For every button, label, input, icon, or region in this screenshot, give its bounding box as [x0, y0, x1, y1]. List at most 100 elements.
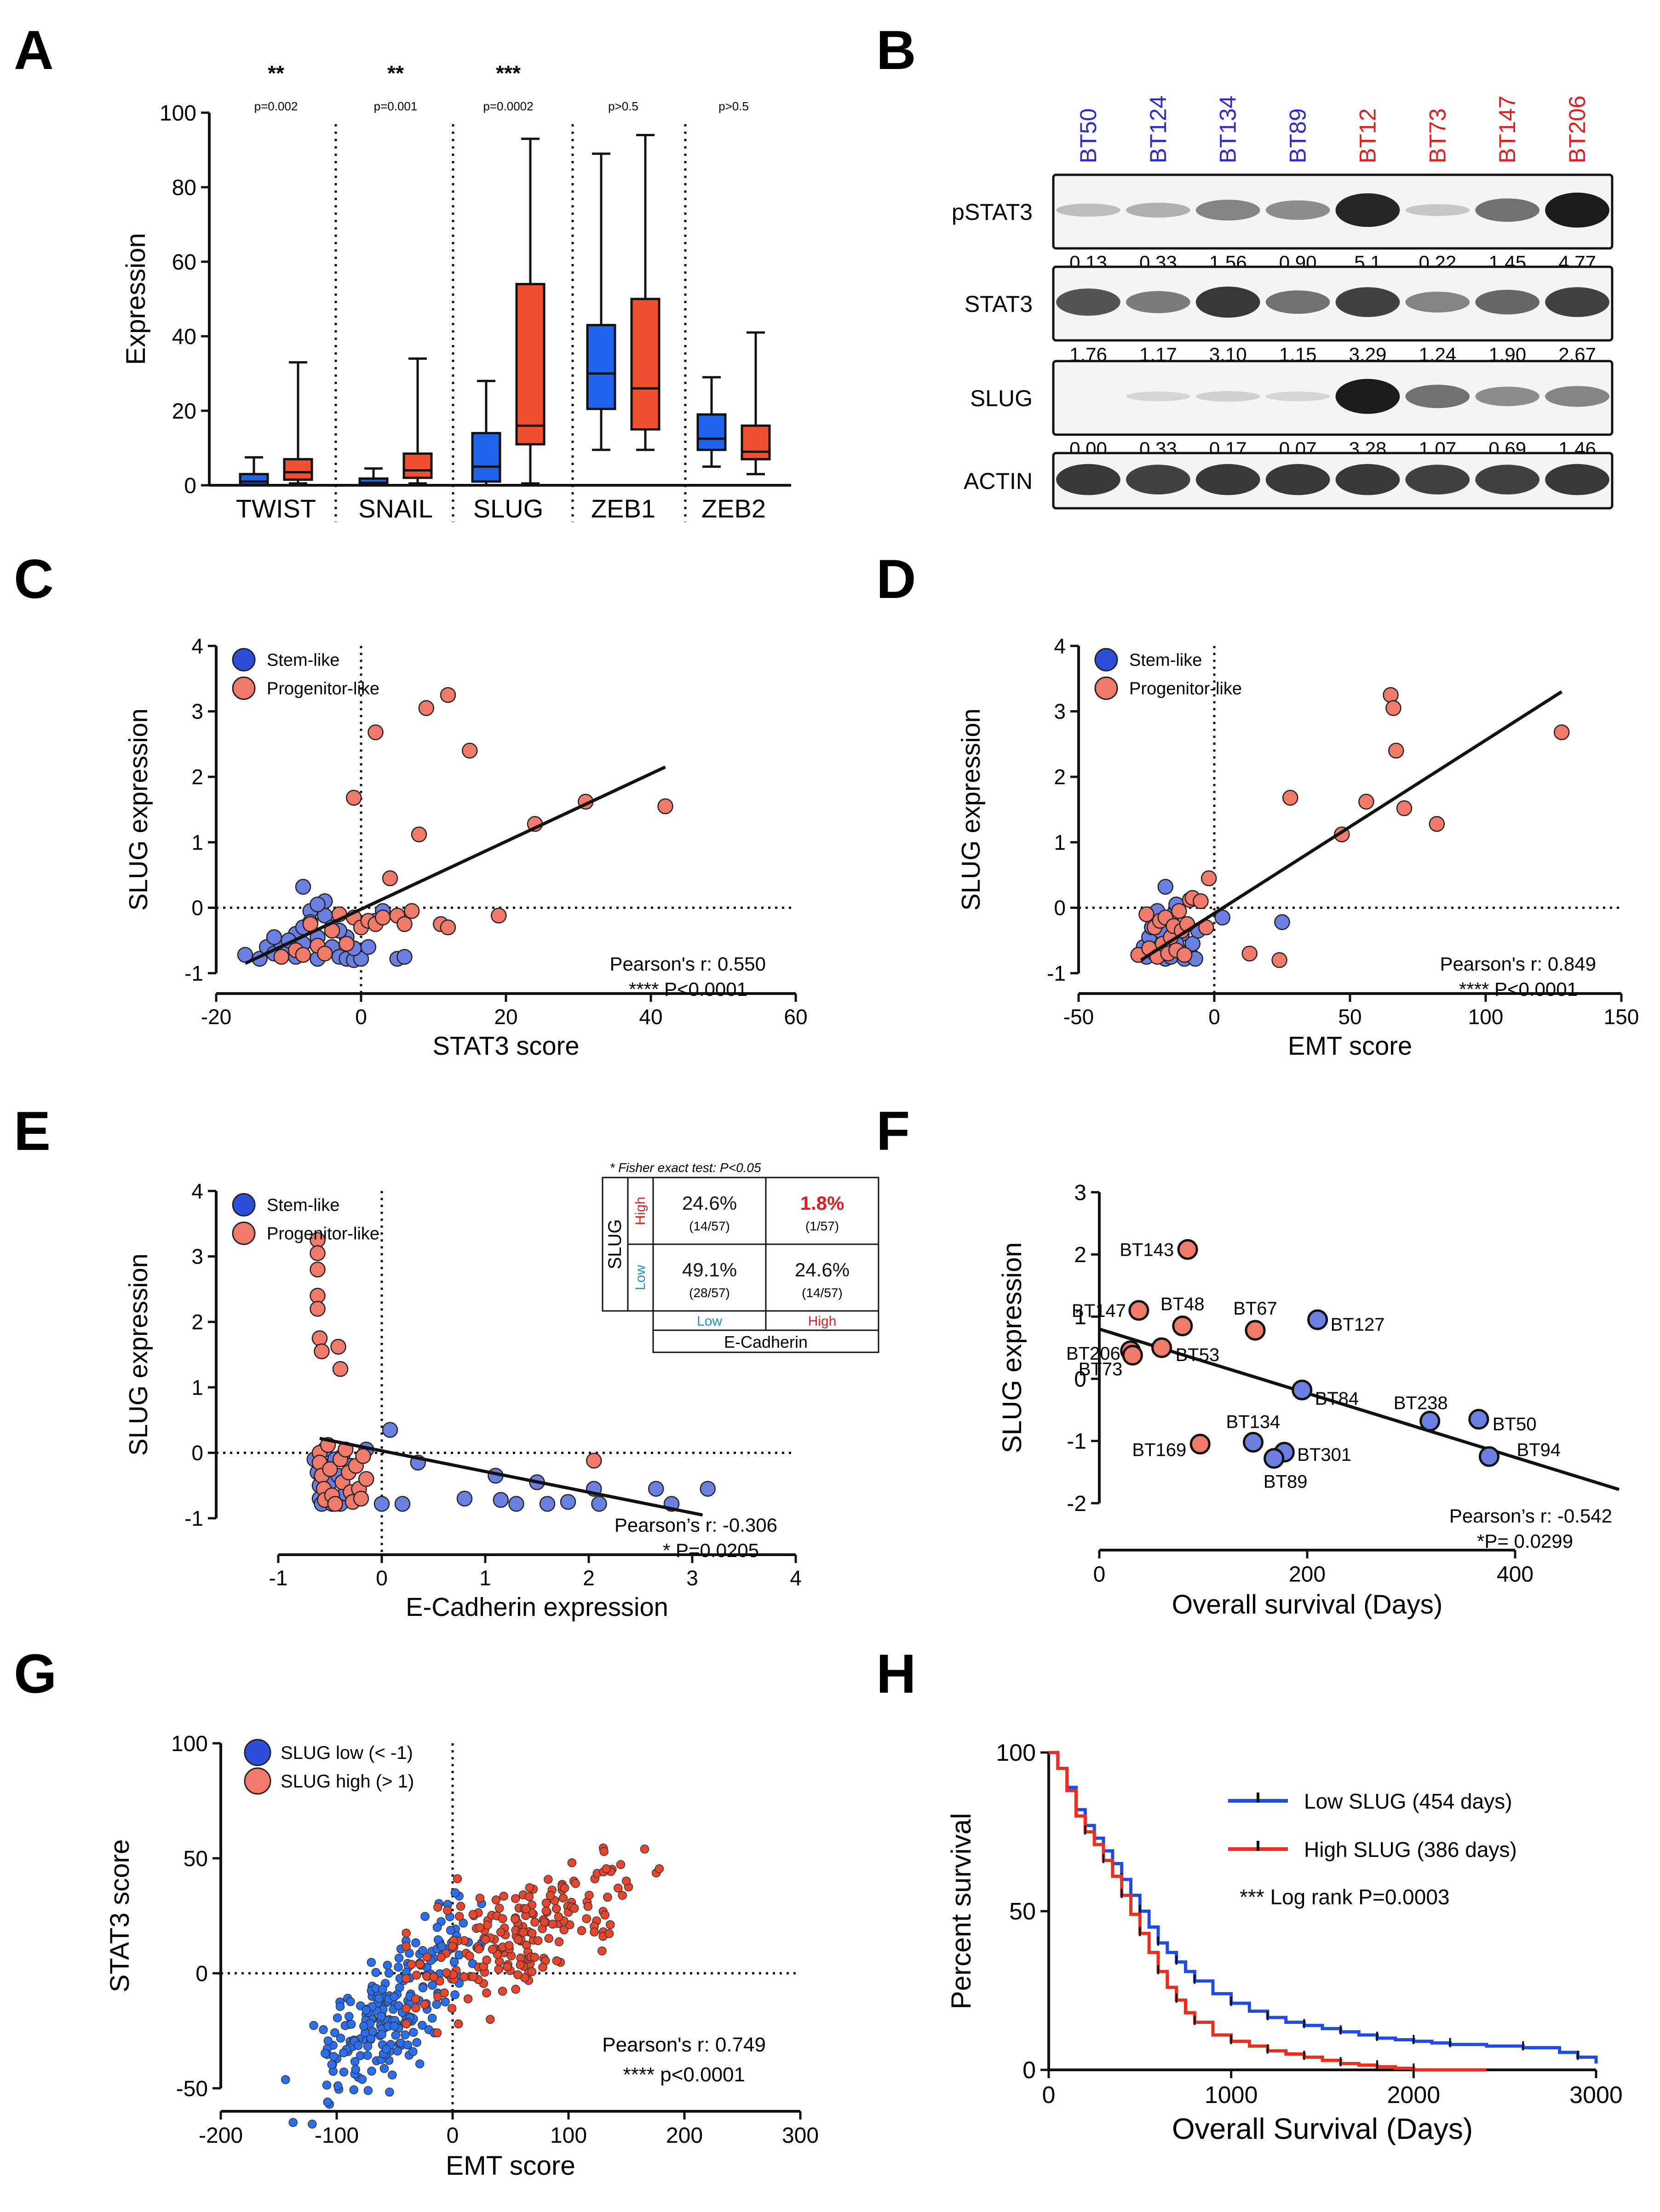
y-axis-label: Expression	[121, 233, 151, 365]
slug-low-point	[418, 1946, 427, 1955]
slug-low-point	[321, 2049, 330, 2058]
slug-high-point	[481, 1935, 490, 1944]
slug-low-point	[367, 2067, 376, 2076]
y-tick-label: 50	[1009, 1898, 1036, 1925]
slug-high-point	[527, 1929, 537, 1938]
y-tick-label: 0	[1074, 1367, 1086, 1391]
slug-high-point	[443, 1906, 452, 1915]
stem-like-point	[508, 1496, 524, 1512]
x-tick-label: -1	[269, 1566, 288, 1590]
panel-label-b: B	[876, 19, 916, 81]
progenitor-like-point	[311, 1330, 328, 1346]
stem-like-point	[373, 1496, 390, 1512]
sample-point	[1264, 1448, 1285, 1469]
blot-band	[1195, 200, 1260, 221]
slug-high-point	[402, 2019, 411, 2028]
slug-high-point	[475, 1923, 484, 1932]
blot-band	[1126, 291, 1190, 313]
blot-band	[1405, 465, 1470, 494]
progenitor-like-point	[310, 1301, 326, 1317]
slug-low-point	[368, 2027, 378, 2036]
slug-high-point	[494, 1965, 504, 1974]
slug-high-point	[433, 1902, 442, 1912]
slug-low-point	[384, 1968, 394, 1978]
slug-low-point	[393, 2046, 402, 2056]
slug-low-point	[378, 1984, 387, 1994]
significance-stars: **	[387, 61, 404, 85]
slug-low-point	[403, 2040, 413, 2050]
slug-high-point	[407, 1960, 416, 1969]
y-tick-label: 0	[1022, 2057, 1036, 2084]
panel-c-scatter: -1 0 1 2 3 4 -20 0 20 40 60 STAT3 score SLUG express…	[124, 634, 808, 1060]
slug-low-point	[329, 2052, 339, 2061]
group-label: ZEB2	[701, 494, 766, 523]
y-tick-label: -1	[184, 1506, 203, 1530]
sample-point	[1128, 1300, 1149, 1321]
fisher-row-low: Low	[633, 1265, 648, 1290]
y-tick-label: -1	[1067, 1430, 1086, 1454]
slug-low-point	[363, 2051, 372, 2060]
progenitor-like-point	[418, 700, 434, 716]
progenitor-like-point	[358, 1471, 374, 1487]
x-tick-label: 2	[583, 1566, 595, 1590]
stem-like-point	[396, 948, 413, 965]
fisher-col-title-box	[652, 1329, 879, 1353]
slug-high-point	[540, 1917, 549, 1927]
x-tick-label: 3	[686, 1566, 698, 1590]
sample-point	[1242, 1431, 1264, 1453]
slug-low-point	[390, 2022, 399, 2031]
stem-like-point	[360, 939, 376, 955]
sample-label: BT301	[1297, 1445, 1351, 1465]
slug-high-point	[437, 1953, 446, 1962]
slug-high-point	[516, 1960, 525, 1970]
significance-stars: ***	[496, 61, 521, 85]
slug-low-point	[288, 2118, 298, 2127]
legend-marker	[244, 1767, 271, 1795]
legend-label: Stem-like	[267, 651, 339, 670]
sample-label: BT94	[1517, 1440, 1561, 1460]
legend-label: Progenitor-like	[267, 679, 379, 699]
blot-band	[1056, 464, 1120, 495]
y-axis-label: SLUG expression	[997, 1242, 1027, 1454]
slug-high-point	[503, 1962, 512, 1971]
slug-high-point	[530, 1918, 540, 1927]
log-rank-p: *** Log rank P=0.0003	[1240, 1885, 1450, 1909]
y-tick-label: 100	[171, 1732, 208, 1756]
legend-label: Progenitor-like	[1129, 679, 1242, 699]
progenitor-like-point	[322, 1461, 338, 1477]
slug-high-point	[456, 1902, 465, 1911]
slug-high-point	[460, 1972, 469, 1982]
slug-high-point	[614, 1884, 623, 1893]
progenitor-like-point	[491, 908, 507, 924]
y-tick-label: 3	[191, 1245, 203, 1269]
x-tick-label: -20	[201, 1005, 231, 1028]
x-axis-label: EMT score	[446, 2151, 575, 2181]
lane-label: BT124	[1145, 96, 1171, 163]
slug-low-point	[330, 2028, 339, 2037]
x-tick-label: 0	[1093, 1562, 1106, 1586]
y-tick-label: 0	[1054, 896, 1066, 920]
p-value: **** P<0.0001	[1459, 978, 1578, 1000]
progenitor-like-point	[310, 1287, 326, 1304]
panel-label-d: D	[876, 548, 916, 610]
slug-low-point	[336, 2034, 345, 2043]
y-tick-label: 2	[1074, 1243, 1086, 1267]
x-tick-label: 20	[494, 1005, 517, 1028]
sample-point	[1292, 1379, 1313, 1401]
legend-marker	[232, 676, 256, 700]
box-progenitor-like	[630, 298, 661, 431]
slug-high-point	[402, 2004, 411, 2013]
panel-g-scatter: -50 0 50 100 -200 -100 0 100 200 300 EMT score STAT…	[105, 1732, 819, 2181]
x-axis-label: Overall survival (Days)	[1172, 1590, 1443, 1620]
slug-low-point	[308, 2120, 317, 2129]
slug-low-point	[449, 1957, 459, 1967]
y-tick-label: 0	[191, 896, 203, 920]
panel-a-boxplot: 0 20 40 60 80 100 Expression TWIST ** p=0.002 SNAI…	[121, 61, 791, 523]
slug-high-point	[590, 1927, 599, 1937]
progenitor-like-point	[1171, 903, 1187, 919]
progenitor-like-point	[1383, 687, 1399, 703]
progenitor-like-point	[462, 742, 478, 759]
x-axis-label: E-Cadherin expression	[406, 1592, 668, 1621]
sample-label: BT134	[1226, 1412, 1281, 1432]
slug-high-point	[552, 1956, 562, 1965]
